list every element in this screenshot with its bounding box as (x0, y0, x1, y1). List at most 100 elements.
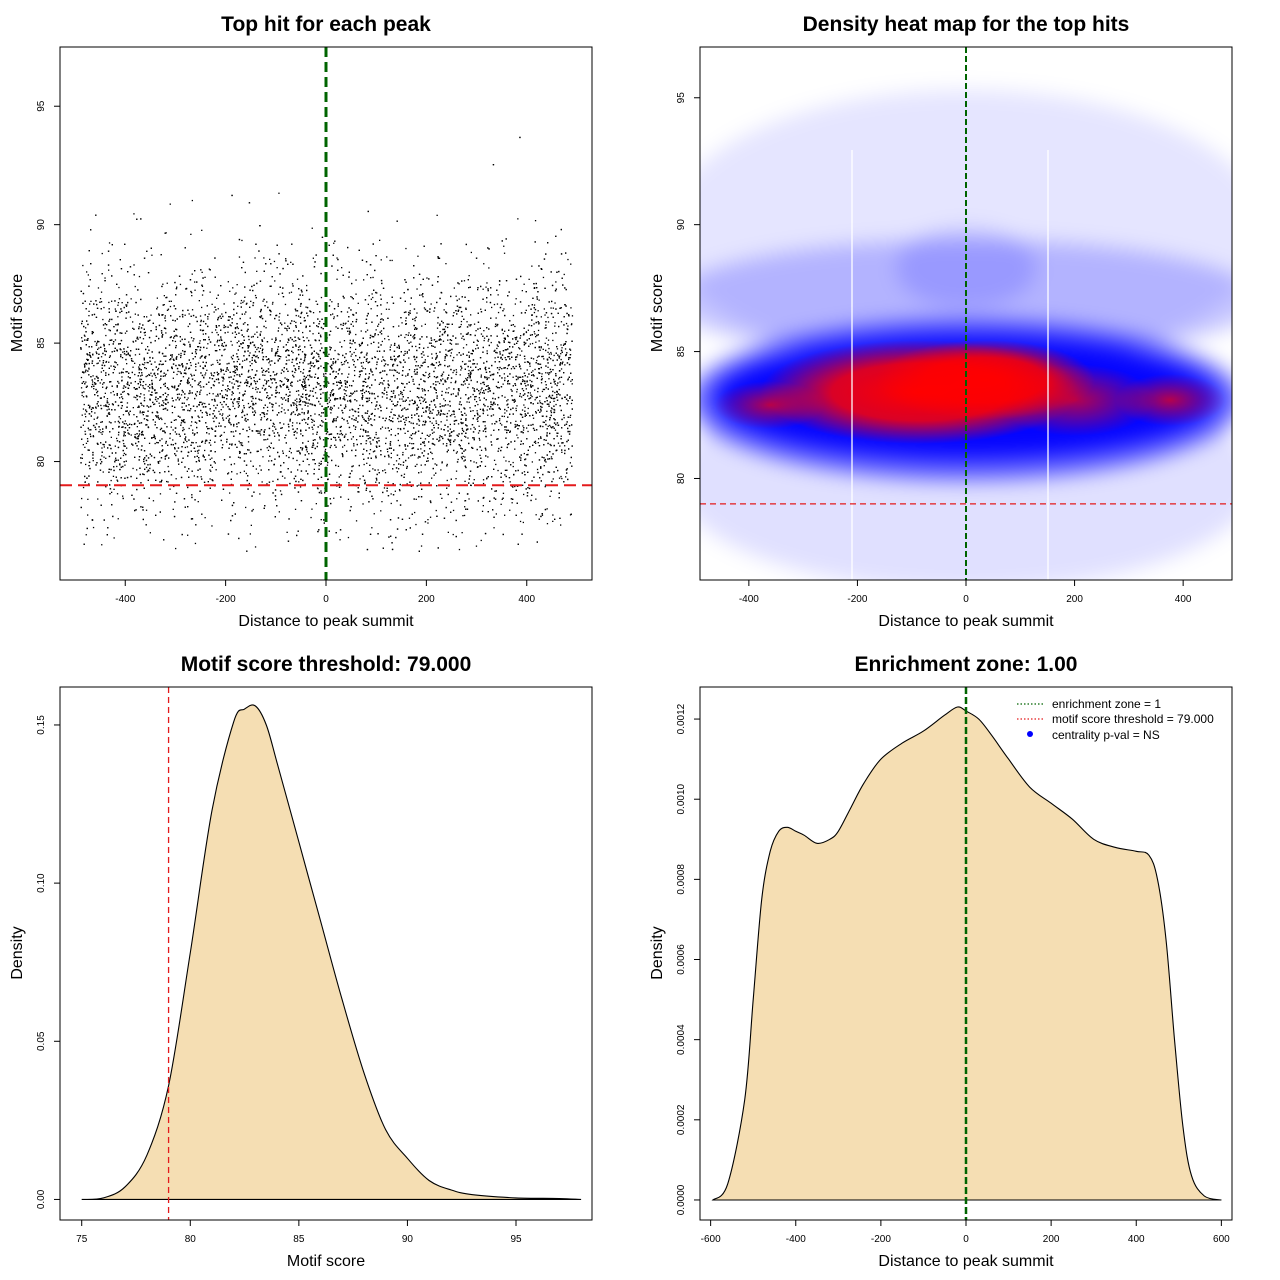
scatter-point (118, 372, 121, 374)
scatter-point (379, 294, 382, 296)
scatter-point (169, 437, 171, 439)
scatter-point (342, 455, 344, 458)
scatter-point (423, 399, 425, 401)
scatter-point (479, 415, 481, 417)
scatter-point (545, 420, 547, 422)
scatter-point (456, 498, 458, 500)
scatter-point (463, 460, 465, 462)
scatter-point (339, 387, 341, 389)
scatter-point (305, 306, 307, 308)
scatter-point (434, 463, 436, 465)
scatter-point (165, 332, 167, 334)
scatter-point (230, 340, 232, 343)
scatter-point (543, 358, 545, 360)
scatter-point (507, 380, 509, 382)
scatter-point (239, 375, 241, 378)
scatter-point (542, 403, 544, 405)
scatter-point (403, 389, 405, 391)
scatter-point (396, 471, 398, 473)
scatter-point (90, 408, 93, 411)
scatter-point (374, 356, 376, 358)
scatter-point (535, 498, 537, 500)
scatter-point (483, 337, 486, 339)
scatter-point (175, 345, 177, 347)
scatter-point (124, 420, 126, 422)
scatter-point (442, 378, 444, 380)
scatter-point (433, 424, 435, 426)
scatter-point (201, 412, 203, 414)
scatter-point (182, 343, 185, 345)
scatter-point (265, 439, 267, 441)
scatter-point (227, 415, 229, 418)
scatter-point (372, 451, 375, 453)
scatter-point (461, 532, 463, 534)
scatter-point (266, 418, 269, 420)
scatter-point (200, 319, 202, 321)
scatter-point (250, 336, 253, 338)
scatter-point (144, 362, 146, 364)
scatter-point (84, 413, 86, 415)
scatter-point (534, 452, 537, 454)
scatter-point (264, 379, 266, 381)
scatter-point (309, 367, 311, 369)
scatter-point (236, 366, 238, 368)
scatter-point (87, 514, 89, 516)
scatter-point (547, 339, 550, 341)
scatter-point (462, 455, 464, 458)
scatter-point (455, 478, 457, 480)
scatter-point (351, 296, 353, 299)
scatter-point (123, 443, 125, 445)
scatter-point (234, 366, 236, 369)
scatter-point (405, 409, 407, 411)
scatter-point (248, 426, 250, 428)
scatter-point (250, 405, 252, 408)
scatter-point (446, 378, 449, 380)
scatter-point (455, 373, 457, 376)
scatter-point (204, 374, 206, 376)
scatter-point (245, 506, 247, 509)
scatter-point (196, 349, 198, 351)
scatter-point (217, 361, 219, 364)
scatter-point (501, 368, 503, 370)
scatter-point (189, 392, 191, 394)
scatter-point (370, 298, 372, 300)
scatter-point (439, 331, 441, 333)
scatter-point (266, 406, 269, 408)
scatter-point (121, 376, 123, 378)
scatter-point (179, 397, 181, 399)
scatter-point (100, 371, 102, 373)
scatter-point (387, 383, 390, 386)
scatter-point (545, 461, 547, 463)
scatter-point (223, 373, 225, 375)
scatter-point (300, 371, 302, 373)
scatter-point (267, 410, 269, 412)
scatter-point (81, 453, 83, 456)
scatter-point (239, 385, 241, 387)
scatter-point (467, 332, 469, 334)
scatter-point (350, 355, 352, 357)
scatter-point (529, 379, 531, 382)
scatter-point (522, 379, 524, 381)
scatter-point (529, 365, 531, 367)
scatter-point (448, 387, 450, 389)
scatter-point (162, 404, 164, 407)
scatter-point (232, 405, 234, 407)
scatter-point (312, 444, 314, 446)
scatter-point (405, 419, 407, 421)
scatter-point (388, 419, 390, 421)
scatter-point (332, 313, 334, 315)
scatter-point (86, 438, 89, 440)
scatter-point (195, 366, 197, 368)
scatter-point (259, 311, 262, 313)
scatter-point (287, 341, 289, 343)
scatter-point (210, 444, 212, 446)
scatter-point (132, 321, 134, 323)
scatter-point (225, 417, 227, 419)
scatter-point (128, 384, 130, 387)
scatter-point (304, 378, 306, 380)
scatter-point (348, 373, 350, 375)
scatter-point (127, 429, 129, 431)
scatter-point (344, 386, 347, 388)
scatter-point (427, 376, 429, 379)
scatter-point (361, 365, 363, 367)
